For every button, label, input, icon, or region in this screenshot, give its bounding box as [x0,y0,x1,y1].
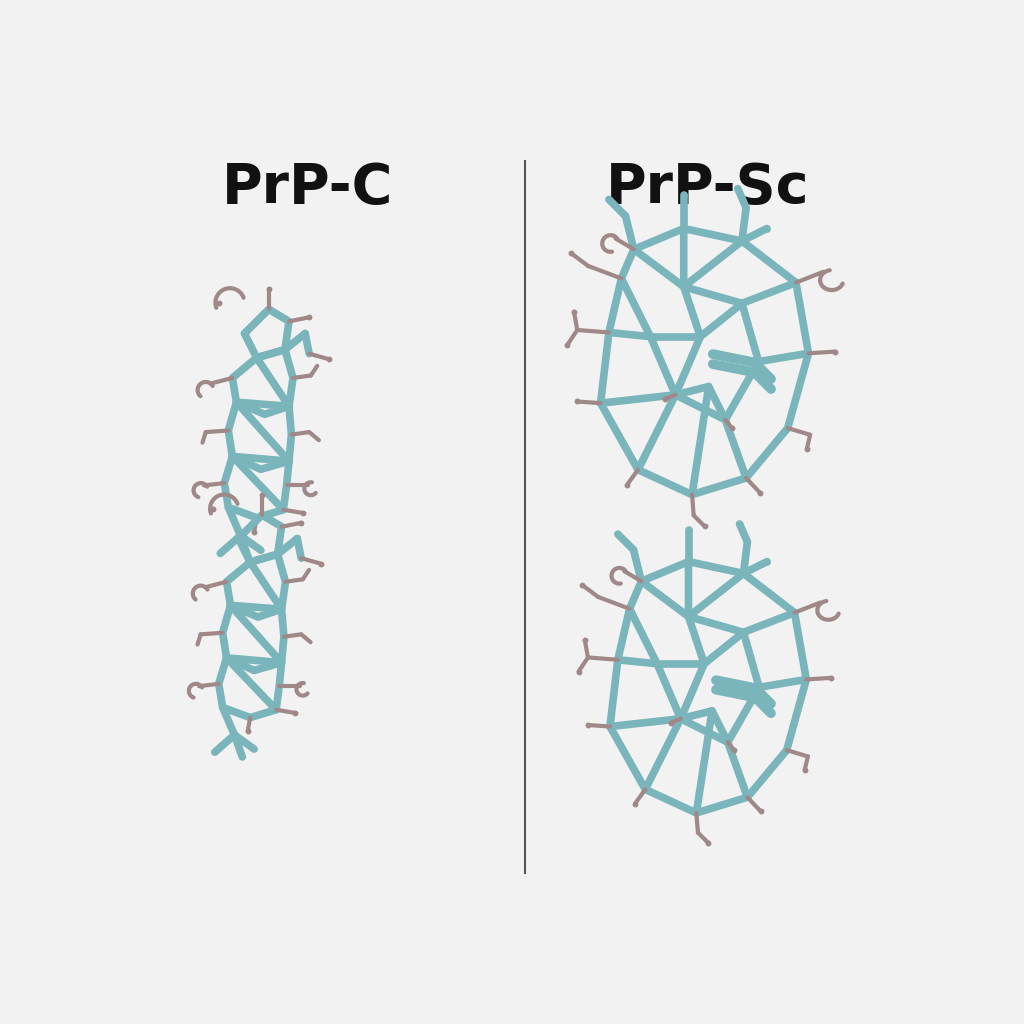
Point [827,343,844,359]
Text: PrP-Sc: PrP-Sc [606,161,810,215]
Point [663,715,679,731]
Text: PrP-C: PrP-C [222,161,393,215]
Point [680,522,696,539]
Point [211,295,227,311]
Point [246,740,262,757]
Point [752,484,768,501]
Point [301,309,317,326]
Point [753,803,769,819]
Point [618,476,635,493]
Point [729,180,745,197]
Point [700,835,717,851]
Point [240,723,256,739]
Point [724,420,740,436]
Point [212,545,228,561]
Point [570,664,587,680]
Point [563,246,580,262]
Point [799,440,815,457]
Point [601,191,617,208]
Point [569,393,586,410]
Point [759,553,775,569]
Point [312,555,329,571]
Point [627,796,643,812]
Point [254,487,270,504]
Point [731,516,748,532]
Point [234,749,251,765]
Point [759,220,775,237]
Point [207,744,223,761]
Point [295,505,311,521]
Point [287,705,303,721]
Point [797,762,813,778]
Point [580,717,596,733]
Point [676,187,692,204]
Point [577,632,593,648]
Point [293,515,309,531]
Point [726,742,742,759]
Point [260,281,276,297]
Point [566,303,583,319]
Point [205,501,221,517]
Point [696,518,713,535]
Point [253,542,269,558]
Point [241,550,257,566]
Point [322,351,338,368]
Point [657,391,674,408]
Point [574,577,591,593]
Point [823,670,840,686]
Point [559,337,575,353]
Point [609,526,626,543]
Point [246,523,262,540]
